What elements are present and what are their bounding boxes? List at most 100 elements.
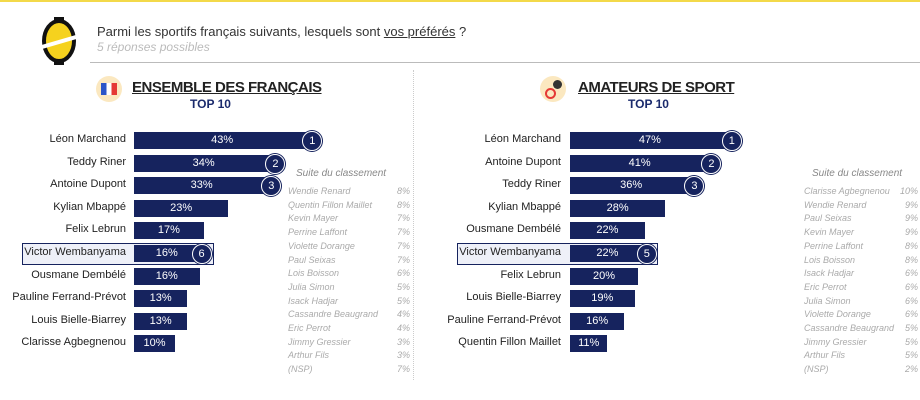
suite-name: Lois Boisson xyxy=(288,268,340,279)
panel-subtitle-right: TOP 10 xyxy=(628,97,669,111)
suite-value: 6% xyxy=(904,281,918,292)
bar-label: Kylian Mbappé xyxy=(53,200,126,213)
rank-badge: 1 xyxy=(721,131,742,151)
suite-value: 5% xyxy=(904,323,918,333)
bar-label: Kylian Mbappé xyxy=(488,200,561,213)
suite-value: 9% xyxy=(904,199,918,210)
bar-label: Léon Marchand xyxy=(484,133,561,145)
question-end: ? xyxy=(455,24,467,39)
suite-value: 8% xyxy=(396,186,410,196)
suite-value: 3% xyxy=(396,336,410,347)
bar-label: Quentin Fillon Maillet xyxy=(458,336,561,349)
bar: 33% xyxy=(134,177,270,195)
suite-value: 5% xyxy=(904,336,918,347)
suite-name: Julia Simon xyxy=(288,281,335,292)
bar-label: Clarisse Agbegnenou xyxy=(21,336,126,349)
bar-label: Léon Marchand xyxy=(49,133,126,145)
suite-name: Jimmy Gressier xyxy=(288,336,351,347)
suite-value: 4% xyxy=(396,323,410,333)
suite-value: 5% xyxy=(904,350,918,361)
panel-subtitle-left: TOP 10 xyxy=(190,97,231,111)
bar-label: Teddy Riner xyxy=(502,178,561,191)
suite-name: Isack Hadjar xyxy=(804,268,855,279)
bar: 11% xyxy=(570,335,608,353)
bar: 34% xyxy=(134,154,274,172)
suite-value: 7% xyxy=(396,227,410,238)
bar: 16% xyxy=(134,267,200,285)
suite-name: Julia Simon xyxy=(804,295,851,306)
suite-name: Cassandre Beaugrand xyxy=(288,309,379,320)
bar: 10% xyxy=(134,335,175,353)
suite-name: Arthur Fils xyxy=(288,350,330,361)
suite-name: Violette Dorange xyxy=(288,240,355,251)
bar: 20% xyxy=(570,267,638,285)
bar: 28% xyxy=(570,199,666,217)
bar: 16% xyxy=(134,245,200,262)
suite-value: 7% xyxy=(396,364,410,375)
suite-name: Clarisse Agbegnenou xyxy=(804,186,890,196)
suite-value: 6% xyxy=(904,309,918,320)
bar: 43% xyxy=(134,132,311,149)
rank-badge: 1 xyxy=(302,131,323,151)
suite-name: Quentin Fillon Maillet xyxy=(288,199,373,210)
suite-value: 10% xyxy=(899,186,918,196)
panel-title-right: AMATEURS DE SPORT xyxy=(578,79,735,96)
suite-value: 6% xyxy=(904,268,918,279)
brand-logo xyxy=(42,17,76,65)
suite-name: Lois Boisson xyxy=(804,254,856,265)
bar-label: Ousmane Dembélé xyxy=(31,268,126,281)
bar-label: Antoine Dupont xyxy=(50,178,126,191)
bar: 23% xyxy=(134,199,229,217)
bar-label: Pauline Ferrand-Prévot xyxy=(12,291,126,304)
sports-balls-icon xyxy=(540,76,566,102)
suite-value: 8% xyxy=(396,199,410,210)
suite-value: 6% xyxy=(904,295,918,306)
bar-label: Felix Lebrun xyxy=(500,268,561,281)
suite-title: Suite du classement xyxy=(296,168,387,179)
bar-label: Ousmane Dembélé xyxy=(466,223,561,236)
bar-label: Pauline Ferrand-Prévot xyxy=(447,313,561,326)
rank-badge: 2 xyxy=(265,153,286,174)
question-text: Parmi les sportifs français suivants, le… xyxy=(97,24,384,39)
suite-value: 6% xyxy=(396,268,410,279)
suite-name: Jimmy Gressier xyxy=(804,336,867,347)
suite-value: 7% xyxy=(396,213,410,224)
suite-name: Wendie Renard xyxy=(804,199,867,210)
suite-name: Isack Hadjar xyxy=(288,295,339,306)
suite-value: 5% xyxy=(396,295,410,306)
suite-name: Paul Seixas xyxy=(288,254,336,265)
bar-label: Victor Wembanyama xyxy=(459,246,561,258)
rank-badge: 5 xyxy=(636,244,657,264)
suite-name: Kevin Mayer xyxy=(804,227,855,238)
bar: 36% xyxy=(570,177,693,195)
suite-value: 2% xyxy=(904,364,918,375)
suite-name: Kevin Mayer xyxy=(288,213,339,224)
bar-label: Louis Bielle-Biarrey xyxy=(31,313,126,326)
rank-badge: 6 xyxy=(191,244,212,264)
french-flag-icon xyxy=(96,76,122,102)
suite-name: Violette Dorange xyxy=(804,309,871,320)
suite-name: Eric Perrot xyxy=(288,323,331,333)
suite-value: 8% xyxy=(904,240,918,251)
suite-value: 8% xyxy=(904,254,918,265)
divider xyxy=(90,62,920,63)
bar: 22% xyxy=(570,245,645,262)
suite-value: 7% xyxy=(396,254,410,265)
rank-badge: 3 xyxy=(684,176,705,197)
bar-label: Teddy Riner xyxy=(67,155,126,168)
suite-name: Arthur Fils xyxy=(804,350,846,361)
bar: 13% xyxy=(134,312,188,330)
bar-label: Antoine Dupont xyxy=(485,155,561,168)
suite-name: Cassandre Beaugrand xyxy=(804,323,895,333)
suite-value: 4% xyxy=(396,309,410,320)
bar: 13% xyxy=(134,290,188,308)
bar-label: Felix Lebrun xyxy=(65,223,126,236)
bar: 17% xyxy=(134,222,204,240)
suite-name: Perrine Laffont xyxy=(288,227,348,238)
panel-separator xyxy=(413,70,414,380)
suite-value: 3% xyxy=(396,350,410,361)
panel-title-left: ENSEMBLE DES FRANÇAIS xyxy=(132,79,322,96)
suite-title: Suite du classement xyxy=(812,168,903,179)
question-subtitle: 5 réponses possibles xyxy=(97,40,210,54)
suite-name: Perrine Laffont xyxy=(804,240,864,251)
